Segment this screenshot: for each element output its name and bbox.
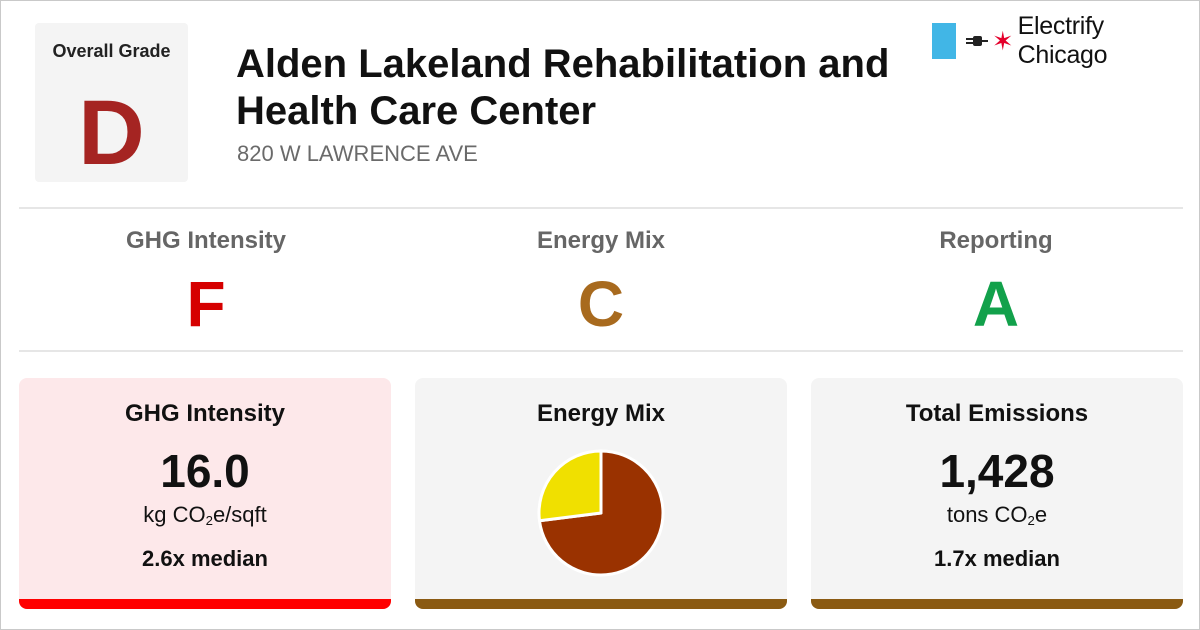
ghg-intensity-unit: kg CO2e/sqft: [143, 502, 267, 528]
total-emissions-median: 1.7x median: [934, 546, 1060, 571]
card-title: Energy Mix: [536, 400, 666, 427]
ghg-intensity-median: 2.6x median: [142, 546, 268, 571]
subgrade-label: GHG Intensity: [125, 227, 287, 254]
energy-mix-pie: [537, 449, 665, 577]
pie-slice-electric: [537, 449, 603, 523]
ghg-intensity-card: GHG Intensity 16.0 kg CO2e/sqft 2.6x med…: [19, 378, 391, 609]
building-title: Alden Lakeland Rehabilitation and Health…: [236, 42, 890, 133]
subgrade-letter: F: [186, 268, 226, 340]
total-emissions-value: 1,428: [939, 445, 1055, 497]
subgrade-letter: A: [972, 268, 1020, 340]
star-icon: ✶: [991, 26, 1014, 56]
card-accent-bar: [19, 599, 391, 609]
card-accent-bar: [415, 599, 787, 609]
building-address: 820 W LAWRENCE AVE: [237, 141, 478, 166]
overall-grade-box: Overall Grade D: [35, 23, 188, 182]
subgrade-letter: C: [577, 268, 625, 340]
plug-icon: [964, 34, 990, 48]
chicago-flag-icon: [932, 23, 956, 59]
card-title: Total Emissions: [905, 400, 1089, 427]
subgrade-energy-mix: Energy Mix C: [411, 227, 791, 339]
total-emissions-card: Total Emissions 1,428 tons CO2e 1.7x med…: [811, 378, 1183, 609]
subgrade-label: Energy Mix: [536, 227, 666, 254]
card-accent-bar: [811, 599, 1183, 609]
divider-bottom: [19, 350, 1183, 352]
total-emissions-unit: tons CO2e: [946, 502, 1048, 528]
subgrade-label: Reporting: [939, 227, 1053, 254]
subgrade-ghg-intensity: GHG Intensity F: [16, 227, 396, 339]
ghg-intensity-value: 16.0: [160, 445, 250, 497]
energy-mix-card: Energy Mix: [415, 378, 787, 609]
divider-top: [19, 207, 1183, 209]
brand-name: Electrify Chicago: [1017, 12, 1108, 69]
overall-grade-letter: D: [78, 82, 145, 184]
subgrade-reporting: Reporting A: [806, 227, 1186, 339]
brand-logo[interactable]: ✶ Electrify Chicago: [932, 12, 1199, 69]
overall-grade-label: Overall Grade: [52, 41, 171, 61]
card-title: GHG Intensity: [124, 400, 286, 427]
